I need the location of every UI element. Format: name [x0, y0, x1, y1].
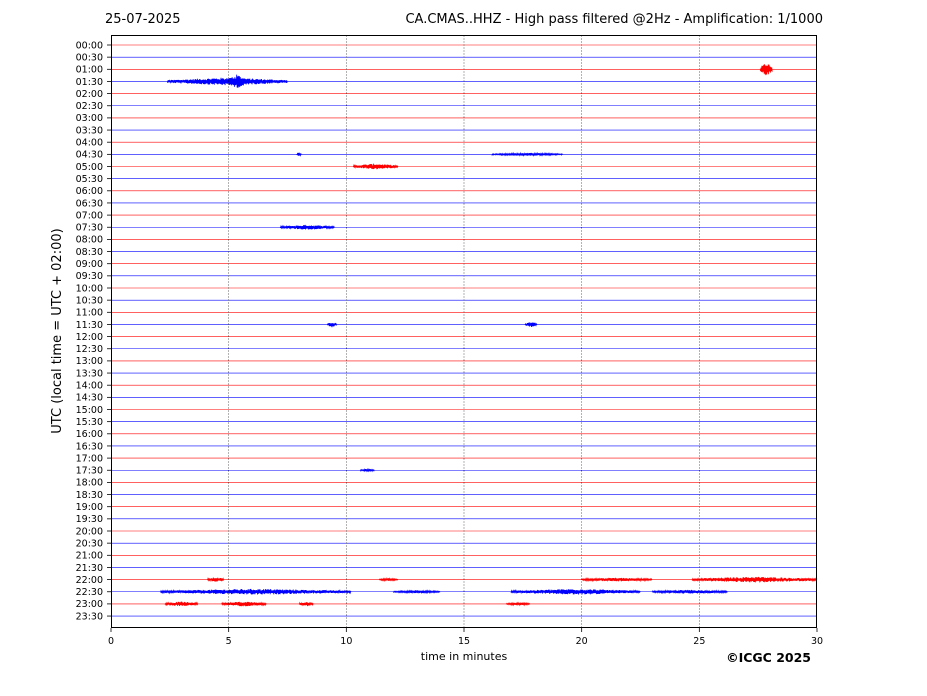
y-tick-label: 05:30 [76, 174, 103, 185]
y-tick-label: 22:30 [76, 587, 103, 598]
x-tick-label: 10 [340, 636, 352, 647]
seismic-event [353, 163, 399, 170]
seismic-event [651, 589, 728, 595]
y-tick-label: 19:00 [76, 502, 103, 513]
y-tick-label: 16:00 [76, 429, 103, 440]
y-tick-label: 06:30 [76, 198, 103, 209]
y-tick-label: 10:30 [76, 295, 103, 306]
y-tick-label: 00:00 [76, 40, 103, 51]
copyright-label: ©ICGC 2025 [726, 650, 811, 665]
y-tick-label: 18:00 [76, 478, 103, 489]
seismic-event [296, 152, 302, 157]
seismic-event [378, 576, 399, 583]
y-tick-label: 09:00 [76, 259, 103, 270]
y-tick-label: 01:30 [76, 77, 103, 88]
y-tick-label: 12:00 [76, 332, 103, 343]
date-label: 25-07-2025 [105, 12, 181, 27]
seismic-event [491, 151, 563, 157]
y-tick-label: 12:30 [76, 344, 103, 355]
x-tick-label: 15 [458, 636, 470, 647]
x-tick-label: 20 [576, 636, 588, 647]
y-tick-label: 01:00 [76, 65, 103, 76]
y-tick-label: 11:00 [76, 308, 103, 319]
y-tick-label: 02:00 [76, 89, 103, 100]
seismic-event [691, 576, 818, 583]
y-tick-label: 08:30 [76, 247, 103, 258]
y-tick-label: 15:30 [76, 417, 103, 428]
seismic-event [360, 467, 375, 473]
y-tick-label: 13:30 [76, 368, 103, 379]
x-axis-title: time in minutes [421, 650, 508, 663]
seismic-event [506, 601, 531, 607]
y-tick-label: 05:00 [76, 162, 103, 173]
seismic-event [225, 74, 248, 88]
y-tick-label: 17:00 [76, 453, 103, 464]
y-tick-label: 21:00 [76, 551, 103, 562]
y-tick-label: 04:30 [76, 150, 103, 161]
seismic-event [581, 577, 653, 583]
y-tick-label: 07:30 [76, 223, 103, 234]
y-tick-label: 10:00 [76, 283, 103, 294]
chart-title: CA.CMAS..HHZ - High pass filtered @2Hz -… [405, 12, 823, 27]
y-tick-label: 15:00 [76, 405, 103, 416]
seismic-event [327, 322, 337, 328]
y-tick-label: 19:30 [76, 514, 103, 525]
y-tick-label: 21:30 [76, 563, 103, 574]
y-axis-title: UTC (local time = UTC + 02:00) [50, 228, 65, 433]
y-tick-label: 14:30 [76, 393, 103, 404]
seismic-event [393, 589, 441, 595]
y-tick-label: 07:00 [76, 210, 103, 221]
x-tick-label: 30 [811, 636, 823, 647]
y-tick-label: 18:30 [76, 490, 103, 501]
trace-layer [111, 44, 818, 617]
y-tick-label: 09:30 [76, 271, 103, 282]
seismic-event [207, 577, 225, 583]
seismic-event [280, 224, 335, 230]
y-tick-label: 23:00 [76, 599, 103, 610]
x-tick-label: 5 [226, 636, 232, 647]
seismic-event [221, 601, 267, 607]
seismic-event [160, 588, 352, 595]
y-tick-label: 13:00 [76, 356, 103, 367]
y-tick-label: 17:30 [76, 466, 103, 477]
y-tick-label: 08:00 [76, 235, 103, 246]
seismic-event [510, 589, 641, 595]
y-tick-label: 03:30 [76, 125, 103, 136]
seismic-event [524, 322, 538, 328]
y-tick-label: 02:30 [76, 101, 103, 112]
y-tick-label: 06:00 [76, 186, 103, 197]
seismic-event [298, 601, 314, 607]
y-tick-label: 11:30 [76, 320, 103, 331]
x-tick-label: 25 [693, 636, 705, 647]
y-tick-label: 22:00 [76, 575, 103, 586]
seismic-event [760, 64, 773, 76]
x-tick-label: 0 [108, 636, 114, 647]
x-axis-ticks: 0 5 10 15 20 25 30 [108, 628, 823, 647]
y-tick-label: 23:30 [76, 611, 103, 622]
y-tick-label: 14:00 [76, 381, 103, 392]
plot-frame [111, 35, 817, 628]
y-tick-label: 20:00 [76, 526, 103, 537]
seismic-event [164, 601, 199, 607]
y-tick-label: 00:30 [76, 52, 103, 63]
y-tick-label: 04:00 [76, 138, 103, 149]
y-tick-label: 16:30 [76, 441, 103, 452]
y-tick-label: 20:30 [76, 538, 103, 549]
grid-layer [228, 35, 700, 628]
y-tick-label: 03:00 [76, 113, 103, 124]
